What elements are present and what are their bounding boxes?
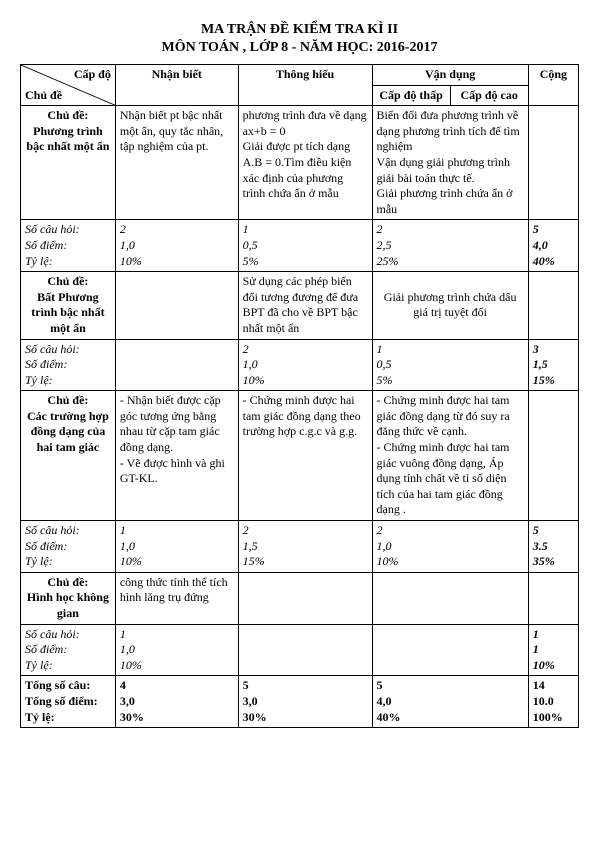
page-title-2: MÔN TOÁN , LỚP 8 - NĂM HỌC: 2016-2017	[20, 40, 579, 56]
row2-cong-blank	[528, 272, 578, 339]
row3-content: Chủ đề:Các trường hợp đồng dạng của hai …	[21, 391, 579, 521]
totals-row: Tổng số câu: Tổng số điểm: Tỷ lệ: 4 3,0 …	[21, 676, 579, 728]
row1-stats-label: Số câu hỏi: Số điểm: Tỷ lệ:	[21, 220, 116, 272]
header-capdocao: Cấp độ cao	[450, 85, 528, 106]
header-capdothap: Cấp độ thấp	[372, 85, 450, 106]
row4-thonghieu	[238, 572, 372, 624]
totals-c3: 5 4,0 40%	[372, 676, 528, 728]
header-diagonal: Cấp độ Chủ đề	[21, 65, 116, 106]
totals-c2: 5 3,0 30%	[238, 676, 372, 728]
row1-stats-c3: 2 2,5 25%	[372, 220, 528, 272]
totals-c1: 4 3,0 30%	[115, 676, 238, 728]
row2-nhanbiet	[115, 272, 238, 339]
row3-stats-c1: 1 1,0 10%	[115, 521, 238, 573]
header-cong: Cộng	[528, 65, 578, 106]
row4-stats: Số câu hỏi: Số điểm: Tỷ lệ: 1 1,0 10% 1 …	[21, 624, 579, 676]
row4-nhanbiet: công thức tính thể tích hình lăng trụ đứ…	[115, 572, 238, 624]
row3-stats-label: Số câu hỏi: Số điểm: Tỷ lệ:	[21, 521, 116, 573]
row4-chude: Chủ đề:Hình học không gian	[21, 572, 116, 624]
row4-cong-blank	[528, 572, 578, 624]
row1-stats: Số câu hỏi: Số điểm: Tỷ lệ: 2 1,0 10% 1 …	[21, 220, 579, 272]
row4-vandung	[372, 572, 528, 624]
header-vandung: Vận dụng	[372, 65, 528, 86]
row1-cong-blank	[528, 106, 578, 220]
row3-cong-blank	[528, 391, 578, 521]
row2-chude: Chủ đề:Bất Phương trình bậc nhất một ẩn	[21, 272, 116, 339]
row2-stats-label: Số câu hỏi: Số điểm: Tỷ lệ:	[21, 339, 116, 391]
totals-label: Tổng số câu: Tổng số điểm: Tỷ lệ:	[21, 676, 116, 728]
row3-stats-c2: 2 1,5 15%	[238, 521, 372, 573]
row4-stats-c2	[238, 624, 372, 676]
row2-stats: Số câu hỏi: Số điểm: Tỷ lệ: 2 1,0 10% 1 …	[21, 339, 579, 391]
header-chude: Chủ đề	[25, 88, 62, 104]
row4-content: Chủ đề:Hình học không gian công thức tín…	[21, 572, 579, 624]
row2-stats-cong: 3 1,5 15%	[528, 339, 578, 391]
row4-stats-cong: 1 1 10%	[528, 624, 578, 676]
row4-stats-c3	[372, 624, 528, 676]
row1-thonghieu: phương trình đưa về dạng ax+b = 0Giải đư…	[238, 106, 372, 220]
row1-stats-cong: 5 4,0 40%	[528, 220, 578, 272]
page-title-1: MA TRẬN ĐỀ KIỂM TRA KÌ II	[20, 22, 579, 38]
row1-stats-c1: 2 1,0 10%	[115, 220, 238, 272]
row3-vandung: - Chứng minh được hai tam giác đồng dạng…	[372, 391, 528, 521]
row3-stats: Số câu hỏi: Số điểm: Tỷ lệ: 1 1,0 10% 2 …	[21, 521, 579, 573]
header-nhanbiet: Nhận biết	[115, 65, 238, 106]
row3-chude: Chủ đề:Các trường hợp đồng dạng của hai …	[21, 391, 116, 521]
row1-nhanbiet: Nhận biết pt bậc nhất một ẩn, quy tắc nh…	[115, 106, 238, 220]
row2-stats-c2: 2 1,0 10%	[238, 339, 372, 391]
row4-stats-c1: 1 1,0 10%	[115, 624, 238, 676]
row1-chude: Chủ đề:Phương trình bậc nhất một ẩn	[21, 106, 116, 220]
header-row-1: Cấp độ Chủ đề Nhận biết Thông hiểu Vận d…	[21, 65, 579, 86]
row2-stats-c1	[115, 339, 238, 391]
row3-thonghieu: - Chứng minh được hai tam giác đồng dạng…	[238, 391, 372, 521]
row3-stats-c3: 2 1,0 10%	[372, 521, 528, 573]
row1-vandung: Biến đổi đưa phương trình về dạng phương…	[372, 106, 528, 220]
row2-content: Chủ đề:Bất Phương trình bậc nhất một ẩn …	[21, 272, 579, 339]
row2-vandung: Giải phương trình chứa dấu giá trị tuyệt…	[372, 272, 528, 339]
row4-stats-label: Số câu hỏi: Số điểm: Tỷ lệ:	[21, 624, 116, 676]
row1-stats-c2: 1 0,5 5%	[238, 220, 372, 272]
matrix-table: Cấp độ Chủ đề Nhận biết Thông hiểu Vận d…	[20, 64, 579, 728]
row3-nhanbiet: - Nhận biết được cặp góc tương ứng bằng …	[115, 391, 238, 521]
header-capdo: Cấp độ	[74, 67, 111, 83]
totals-cong: 14 10.0 100%	[528, 676, 578, 728]
header-thonghieu: Thông hiểu	[238, 65, 372, 106]
row3-stats-cong: 5 3.5 35%	[528, 521, 578, 573]
row2-stats-c3: 1 0,5 5%	[372, 339, 528, 391]
row1-content: Chủ đề:Phương trình bậc nhất một ẩn Nhận…	[21, 106, 579, 220]
row2-thonghieu: Sử dụng các phép biến đổi tương đương để…	[238, 272, 372, 339]
